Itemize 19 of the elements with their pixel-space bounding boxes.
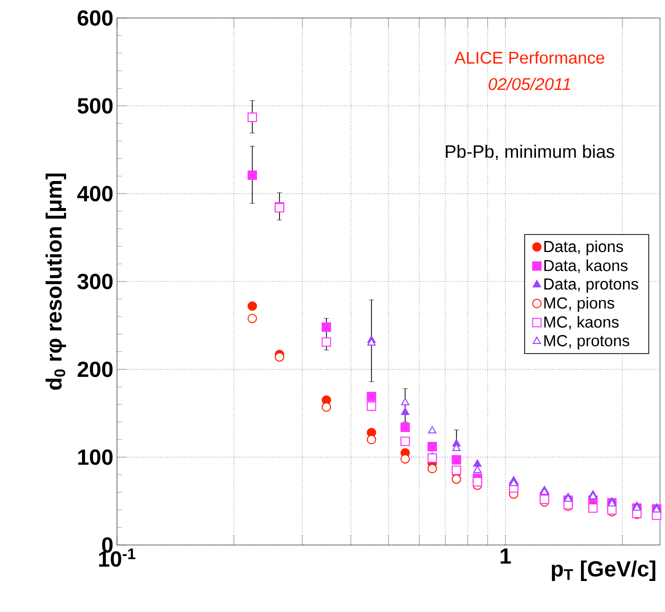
y-axis-title: d$_{0}$ rφ resolution [μm]	[46, 174, 66, 390]
x-tick-label: 1	[500, 548, 511, 564]
legend-label: MC, kaons	[544, 316, 619, 330]
y-tick-label: 300	[77, 274, 113, 290]
x-axis-title: p$_{T}$ [GeV/c]	[552, 560, 656, 581]
y-tick-label: 600	[78, 10, 113, 26]
annotation: ALICE Performance	[454, 51, 604, 64]
legend-label: Data, protons	[544, 278, 638, 293]
annotation: Pb-Pb, minimum bias	[446, 144, 614, 160]
legend-label: Data, pions	[544, 240, 624, 256]
legend-label: MC, protons	[544, 335, 630, 350]
y-tick-label: 200	[78, 362, 113, 378]
y-tick-label: 100	[78, 449, 113, 465]
legend-label: Data, kaons	[544, 259, 628, 274]
y-tick-label: 500	[78, 98, 113, 114]
legend-label: MC, pions	[544, 296, 614, 312]
annotation: 02/05/2011	[488, 78, 570, 90]
y-tick-label: 400	[77, 186, 113, 202]
y-tick-label: 0	[102, 537, 113, 553]
